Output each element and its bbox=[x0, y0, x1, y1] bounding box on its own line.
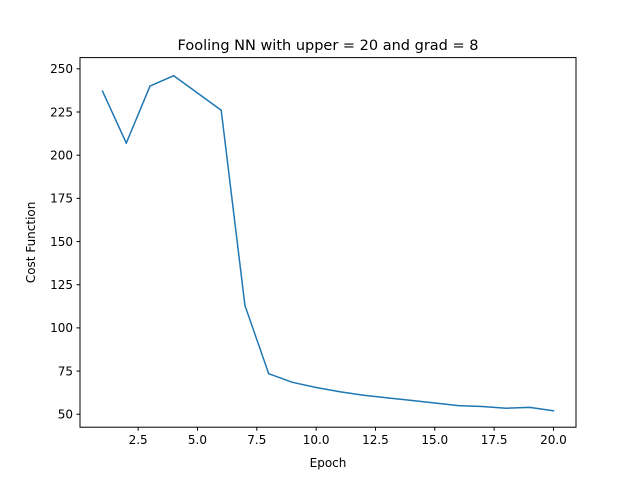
series-group bbox=[101, 74, 555, 412]
data-point bbox=[267, 372, 270, 375]
data-point bbox=[434, 402, 436, 404]
data-point bbox=[101, 90, 104, 93]
chart-title: Fooling NN with upper = 20 and grad = 8 bbox=[178, 38, 479, 54]
x-tick-label: 7.5 bbox=[247, 433, 266, 447]
x-tick-label: 20.0 bbox=[540, 433, 567, 447]
data-point bbox=[125, 142, 128, 144]
x-axis: 2.5 5.0 7.5 10.0 12.5 15.0 17.5 20.0 bbox=[129, 427, 567, 447]
data-point bbox=[291, 381, 294, 384]
y-tick-label: 200 bbox=[50, 148, 73, 162]
x-tick-label: 17.5 bbox=[481, 433, 508, 447]
series-line bbox=[101, 74, 555, 412]
x-axis-label: Epoch bbox=[310, 456, 347, 470]
x-tick-label: 5.0 bbox=[188, 433, 207, 447]
data-point bbox=[528, 406, 531, 409]
y-tick-label: 150 bbox=[50, 235, 73, 249]
data-point bbox=[149, 85, 151, 87]
y-tick-label: 225 bbox=[50, 105, 73, 119]
x-tick-label: 2.5 bbox=[129, 433, 148, 447]
data-point bbox=[457, 404, 460, 407]
y-axis: 50 75 100 125 150 175 200 225 250 bbox=[50, 62, 80, 422]
x-tick-label: 15.0 bbox=[421, 433, 448, 447]
data-point bbox=[410, 399, 412, 402]
data-point bbox=[172, 74, 175, 77]
data-point bbox=[244, 304, 246, 307]
y-axis-label: Cost Function bbox=[24, 202, 38, 284]
data-point bbox=[220, 109, 222, 112]
data-point bbox=[362, 394, 365, 396]
y-tick-label: 100 bbox=[50, 321, 73, 335]
y-tick-label: 50 bbox=[58, 408, 73, 422]
data-point bbox=[552, 410, 555, 412]
plot-frame bbox=[79, 57, 577, 428]
x-tick-label: 12.5 bbox=[362, 433, 389, 447]
data-point bbox=[339, 391, 341, 393]
data-point bbox=[196, 92, 199, 94]
data-point bbox=[386, 397, 389, 399]
y-tick-label: 250 bbox=[50, 62, 73, 76]
data-point bbox=[505, 407, 507, 409]
y-tick-label: 125 bbox=[50, 278, 73, 292]
x-tick-label: 10.0 bbox=[303, 433, 330, 447]
data-point bbox=[481, 405, 484, 408]
data-point bbox=[315, 386, 317, 389]
y-tick-label: 175 bbox=[50, 192, 73, 206]
y-tick-label: 75 bbox=[58, 364, 73, 378]
